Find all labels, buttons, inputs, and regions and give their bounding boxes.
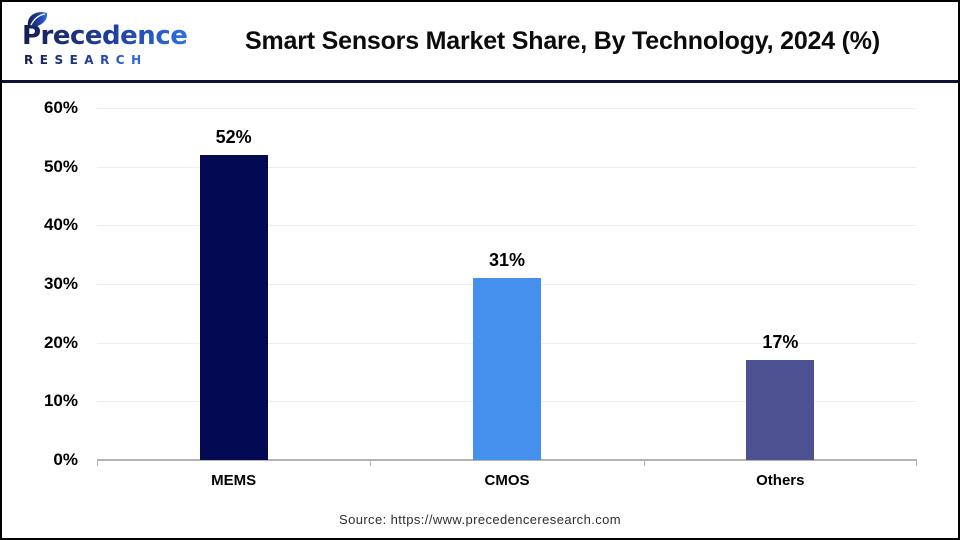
plot-area: 52% MEMS 31% CMOS 17% Others	[97, 108, 917, 489]
y-tick-label: 40%	[43, 215, 78, 235]
bar-mems	[199, 154, 268, 460]
chart-title: Smart Sensors Market Share, By Technolog…	[245, 27, 880, 55]
bar-value-label-cmos: 31%	[488, 250, 526, 271]
brand-logo-graphic: Precedence RESEARCH	[22, 12, 188, 67]
gridline-60%	[97, 108, 917, 109]
brand-logo: Precedence RESEARCH	[22, 10, 197, 72]
source-note: Source: https://www.precedenceresearch.c…	[339, 512, 621, 527]
y-tick-label: 0%	[53, 450, 78, 469]
bar-value-label-others: 17%	[762, 332, 799, 353]
y-tick-label: 60%	[43, 98, 78, 117]
x-category-label-cmos: CMOS	[484, 472, 530, 489]
gridline-50%	[97, 166, 917, 168]
leaf-vein	[30, 13, 46, 26]
x-category-label-others: Others	[756, 472, 805, 489]
gridline-40%	[97, 225, 917, 227]
bar-others	[746, 360, 815, 460]
logo-subtitle: RESEARCH	[24, 53, 148, 67]
y-tick-label: 10%	[43, 391, 78, 411]
bar-cmos	[473, 278, 541, 460]
y-axis: 0% 10% 20% 30% 40% 50% 60%	[2, 99, 78, 469]
y-tick-label: 30%	[43, 274, 78, 293]
header-divider	[2, 80, 958, 83]
x-axis-tick	[643, 460, 645, 466]
y-tick-label: 20%	[43, 332, 78, 352]
bar-value-label-mems: 52%	[215, 126, 252, 147]
x-axis-tick	[916, 460, 917, 466]
x-axis-tick	[97, 460, 98, 466]
x-axis-line	[97, 459, 917, 461]
chart-area: 0% 10% 20% 30% 40% 50% 60% 52% MEMS 31% CMOS 17% Ot…	[2, 83, 958, 538]
x-category-label-mems: MEMS	[211, 472, 257, 489]
header: Precedence RESEARCH Smart Sensors Market…	[2, 2, 958, 80]
y-tick-label: 50%	[43, 156, 78, 176]
x-axis-tick	[370, 460, 372, 466]
logo-wordmark: Precedence	[22, 21, 187, 51]
